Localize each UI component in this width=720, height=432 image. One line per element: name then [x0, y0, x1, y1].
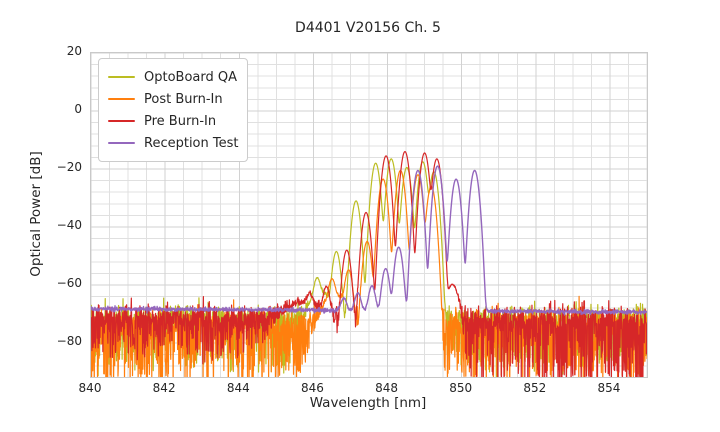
legend-item-reception-test: Reception Test — [108, 132, 239, 154]
legend: OptoBoard QA Post Burn-In Pre Burn-In Re… — [98, 58, 248, 162]
x-tick-854: 854 — [597, 381, 621, 395]
x-tick-840: 840 — [78, 381, 102, 395]
y-tick--20: −20 — [56, 160, 82, 174]
plot-area — [90, 52, 648, 378]
x-tick-842: 842 — [152, 381, 176, 395]
y-tick--80: −80 — [56, 334, 82, 348]
y-tick-20: 20 — [66, 44, 82, 58]
legend-line-swatch — [108, 97, 135, 101]
legend-item-pre-burn-in: Pre Burn-In — [108, 110, 237, 132]
legend-line-swatch — [108, 75, 135, 79]
legend-line-swatch — [108, 141, 135, 145]
legend-item-post-burn-in: Post Burn-In — [108, 88, 237, 110]
trace-reception-test — [91, 165, 647, 316]
legend-label: Pre Burn-In — [144, 113, 217, 129]
legend-label: Reception Test — [144, 135, 239, 151]
x-tick-846: 846 — [300, 381, 324, 395]
chart-title: D4401 V20156 Ch. 5 — [295, 20, 441, 36]
legend-label: OptoBoard QA — [144, 69, 237, 85]
x-tick-844: 844 — [226, 381, 250, 395]
legend-line-swatch — [108, 119, 135, 123]
spectrum-plot-svg — [91, 53, 647, 377]
y-tick-0: 0 — [74, 102, 82, 116]
x-tick-852: 852 — [523, 381, 547, 395]
y-tick--60: −60 — [56, 276, 82, 290]
legend-label: Post Burn-In — [144, 91, 223, 107]
y-tick--40: −40 — [56, 218, 82, 232]
x-axis-label: Wavelength [nm] — [309, 395, 427, 411]
x-tick-850: 850 — [449, 381, 473, 395]
trace-pre-burn-in — [91, 151, 647, 377]
x-tick-848: 848 — [375, 381, 398, 395]
legend-item-optoboard-qa: OptoBoard QA — [108, 66, 237, 88]
